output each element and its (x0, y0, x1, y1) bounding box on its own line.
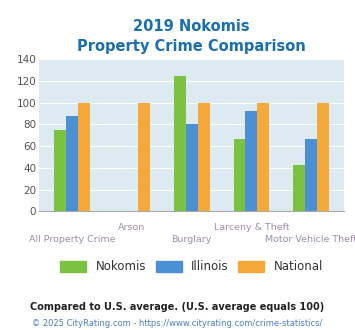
Text: Motor Vehicle Theft: Motor Vehicle Theft (265, 236, 355, 245)
Text: Burglary: Burglary (171, 236, 212, 245)
Text: Arson: Arson (118, 223, 146, 232)
Bar (198, 103, 209, 211)
Bar (305, 139, 317, 211)
Bar (293, 165, 305, 211)
Bar (174, 76, 186, 211)
Bar (234, 139, 245, 211)
Bar (54, 130, 66, 211)
Text: Compared to U.S. average. (U.S. average equals 100): Compared to U.S. average. (U.S. average … (31, 302, 324, 312)
Bar (186, 124, 198, 211)
Text: Larceny & Theft: Larceny & Theft (214, 223, 289, 232)
Bar (245, 112, 257, 211)
Bar (257, 103, 269, 211)
Text: © 2025 CityRating.com - https://www.cityrating.com/crime-statistics/: © 2025 CityRating.com - https://www.city… (32, 319, 323, 328)
Text: All Property Crime: All Property Crime (29, 236, 115, 245)
Bar (317, 103, 329, 211)
Bar (138, 103, 150, 211)
Legend: Nokomis, Illinois, National: Nokomis, Illinois, National (56, 256, 328, 278)
Bar (66, 116, 78, 211)
Title: 2019 Nokomis
Property Crime Comparison: 2019 Nokomis Property Crime Comparison (77, 19, 306, 54)
Bar (78, 103, 90, 211)
